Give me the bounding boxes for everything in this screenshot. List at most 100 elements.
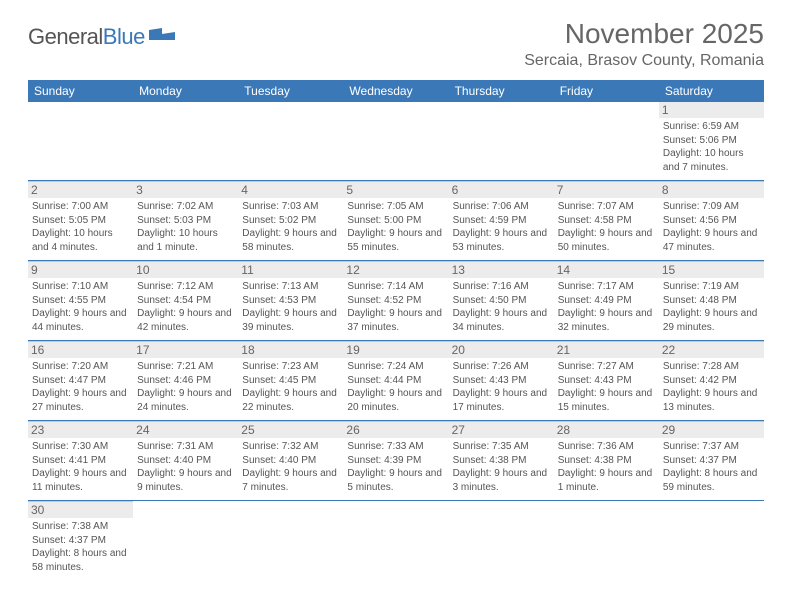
logo-text-part2: Blue (103, 24, 145, 49)
day-info: Sunrise: 7:35 AMSunset: 4:38 PMDaylight:… (453, 440, 550, 494)
day-cell: 19Sunrise: 7:24 AMSunset: 4:44 PMDayligh… (343, 341, 448, 420)
day-number: 5 (343, 182, 448, 198)
day-number: 3 (133, 182, 238, 198)
day-cell: 18 Sunrise: 7:23 AMSunset: 4:45 PMDayligh… (238, 341, 343, 420)
title-block: November 2025 Sercaia, Brasov County, Ro… (524, 18, 764, 70)
day-info: Sunrise: 7:13 AMSunset: 4:53 PMDaylight:… (242, 280, 339, 334)
day-info: Sunrise: 7:24 AMSunset: 4:44 PMDaylight:… (347, 360, 444, 414)
day-cell-empty (133, 102, 238, 180)
day-cell: 29Sunrise: 7:37 AMSunset: 4:37 PMDayligh… (659, 421, 764, 500)
day-number: 24 (133, 422, 238, 438)
week-row: 9 Sunrise: 7:10 AMSunset: 4:55 PMDaylight… (28, 261, 764, 341)
day-cell: 21 Sunrise: 7:27 AMSunset: 4:43 PMDayligh… (554, 341, 659, 420)
day-number: 21 (554, 342, 659, 358)
day-cell-empty (554, 102, 659, 180)
month-title: November 2025 (524, 18, 764, 50)
day-cell-empty (449, 501, 554, 580)
day-number: 7 (554, 182, 659, 198)
week-row: 23 Sunrise: 7:30 AMSunset: 4:41 PMDayligh… (28, 421, 764, 501)
day-info: Sunrise: 7:27 AMSunset: 4:43 PMDaylight:… (558, 360, 655, 414)
day-cell: 20 Sunrise: 7:26 AMSunset: 4:43 PMDayligh… (449, 341, 554, 420)
day-cell: 7Sunrise: 7:07 AMSunset: 4:58 PMDaylight… (554, 181, 659, 260)
weeks-container: 1Sunrise: 6:59 AMSunset: 5:06 PMDaylight… (28, 102, 764, 580)
day-cell: 30 Sunrise: 7:38 AMSunset: 4:37 PMDayligh… (28, 501, 133, 580)
day-number: 10 (133, 262, 238, 278)
day-number: 16 (28, 342, 133, 358)
weekday-header: Wednesday (343, 80, 448, 102)
day-info: Sunrise: 7:05 AMSunset: 5:00 PMDaylight:… (347, 200, 444, 254)
weekday-header: Friday (554, 80, 659, 102)
day-info: Sunrise: 7:37 AMSunset: 4:37 PMDaylight:… (663, 440, 760, 494)
day-cell: 16Sunrise: 7:20 AMSunset: 4:47 PMDayligh… (28, 341, 133, 420)
day-info: Sunrise: 7:33 AMSunset: 4:39 PMDaylight:… (347, 440, 444, 494)
day-number: 12 (343, 262, 448, 278)
day-number: 23 (28, 422, 133, 438)
day-cell: 24 Sunrise: 7:31 AMSunset: 4:40 PMDayligh… (133, 421, 238, 500)
day-cell: 28Sunrise: 7:36 AMSunset: 4:38 PMDayligh… (554, 421, 659, 500)
day-number: 8 (659, 182, 764, 198)
day-number: 13 (449, 262, 554, 278)
day-number: 27 (449, 422, 554, 438)
day-cell: 10 Sunrise: 7:12 AMSunset: 4:54 PMDayligh… (133, 261, 238, 340)
day-cell-empty (238, 501, 343, 580)
day-info: Sunrise: 7:23 AMSunset: 4:45 PMDaylight:… (242, 360, 339, 414)
day-cell: 11 Sunrise: 7:13 AMSunset: 4:53 PMDayligh… (238, 261, 343, 340)
day-number: 30 (28, 502, 133, 518)
day-number: 9 (28, 262, 133, 278)
day-cell: 2 Sunrise: 7:00 AMSunset: 5:05 PMDaylight… (28, 181, 133, 260)
day-cell: 12 Sunrise: 7:14 AMSunset: 4:52 PMDayligh… (343, 261, 448, 340)
day-info: Sunrise: 7:00 AMSunset: 5:05 PMDaylight:… (32, 200, 129, 254)
day-cell-empty (449, 102, 554, 180)
day-cell-empty (659, 501, 764, 580)
day-info: Sunrise: 7:14 AMSunset: 4:52 PMDaylight:… (347, 280, 444, 334)
day-number: 22 (659, 342, 764, 358)
day-info: Sunrise: 7:03 AMSunset: 5:02 PMDaylight:… (242, 200, 339, 254)
weekday-header: Thursday (449, 80, 554, 102)
day-cell-empty (238, 102, 343, 180)
day-info: Sunrise: 6:59 AMSunset: 5:06 PMDaylight:… (663, 120, 760, 174)
day-cell: 8Sunrise: 7:09 AMSunset: 4:56 PMDaylight… (659, 181, 764, 260)
day-cell: 5 Sunrise: 7:05 AMSunset: 5:00 PMDaylight… (343, 181, 448, 260)
weekday-header: Monday (133, 80, 238, 102)
day-info: Sunrise: 7:38 AMSunset: 4:37 PMDaylight:… (32, 520, 129, 574)
day-info: Sunrise: 7:02 AMSunset: 5:03 PMDaylight:… (137, 200, 234, 254)
day-info: Sunrise: 7:31 AMSunset: 4:40 PMDaylight:… (137, 440, 234, 494)
day-number: 11 (238, 262, 343, 278)
day-cell: 13 Sunrise: 7:16 AMSunset: 4:50 PMDayligh… (449, 261, 554, 340)
day-info: Sunrise: 7:06 AMSunset: 4:59 PMDaylight:… (453, 200, 550, 254)
day-info: Sunrise: 7:21 AMSunset: 4:46 PMDaylight:… (137, 360, 234, 414)
day-cell: 27 Sunrise: 7:35 AMSunset: 4:38 PMDayligh… (449, 421, 554, 500)
week-row: 1Sunrise: 6:59 AMSunset: 5:06 PMDaylight… (28, 102, 764, 181)
header: GeneralBlue November 2025 Sercaia, Braso… (28, 18, 764, 70)
day-info: Sunrise: 7:17 AMSunset: 4:49 PMDaylight:… (558, 280, 655, 334)
day-info: Sunrise: 7:16 AMSunset: 4:50 PMDaylight:… (453, 280, 550, 334)
day-number: 15 (659, 262, 764, 278)
weekday-header: Tuesday (238, 80, 343, 102)
day-cell-empty (343, 501, 448, 580)
day-cell: 14Sunrise: 7:17 AMSunset: 4:49 PMDayligh… (554, 261, 659, 340)
logo-text-part1: General (28, 24, 103, 49)
week-row: 30 Sunrise: 7:38 AMSunset: 4:37 PMDayligh… (28, 501, 764, 580)
day-cell: 23 Sunrise: 7:30 AMSunset: 4:41 PMDayligh… (28, 421, 133, 500)
day-cell-empty (28, 102, 133, 180)
day-info: Sunrise: 7:10 AMSunset: 4:55 PMDaylight:… (32, 280, 129, 334)
day-info: Sunrise: 7:30 AMSunset: 4:41 PMDaylight:… (32, 440, 129, 494)
day-number: 20 (449, 342, 554, 358)
day-number: 18 (238, 342, 343, 358)
day-info: Sunrise: 7:12 AMSunset: 4:54 PMDaylight:… (137, 280, 234, 334)
day-number: 17 (133, 342, 238, 358)
weekday-header: Saturday (659, 80, 764, 102)
day-cell: 6Sunrise: 7:06 AMSunset: 4:59 PMDaylight… (449, 181, 554, 260)
location-text: Sercaia, Brasov County, Romania (524, 52, 764, 70)
day-number: 25 (238, 422, 343, 438)
day-cell: 3 Sunrise: 7:02 AMSunset: 5:03 PMDaylight… (133, 181, 238, 260)
day-number: 28 (554, 422, 659, 438)
day-number: 2 (28, 182, 133, 198)
day-info: Sunrise: 7:26 AMSunset: 4:43 PMDaylight:… (453, 360, 550, 414)
day-cell: 15Sunrise: 7:19 AMSunset: 4:48 PMDayligh… (659, 261, 764, 340)
day-info: Sunrise: 7:28 AMSunset: 4:42 PMDaylight:… (663, 360, 760, 414)
day-cell: 9 Sunrise: 7:10 AMSunset: 4:55 PMDaylight… (28, 261, 133, 340)
calendar-page: GeneralBlue November 2025 Sercaia, Braso… (0, 0, 792, 598)
weekday-header: Sunday (28, 80, 133, 102)
day-cell: 22 Sunrise: 7:28 AMSunset: 4:42 PMDayligh… (659, 341, 764, 420)
